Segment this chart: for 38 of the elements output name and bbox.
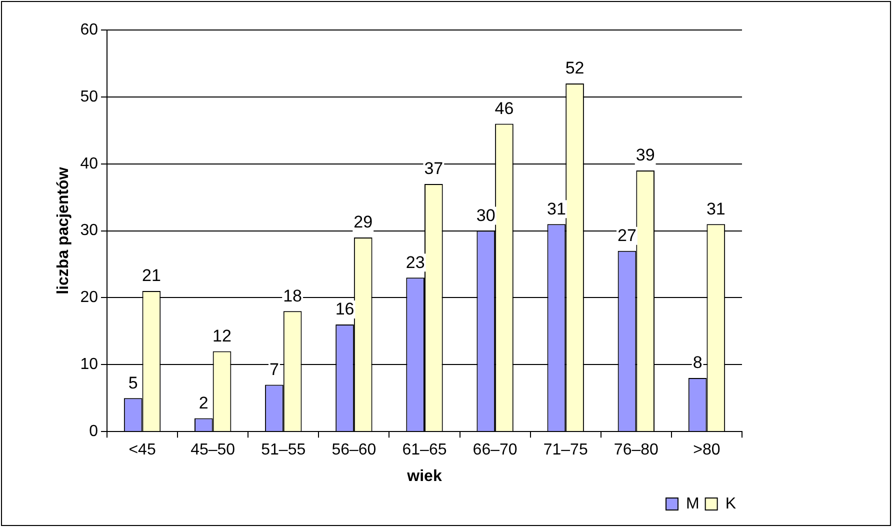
x-axis-title: wiek — [406, 468, 442, 485]
data-label: 31 — [546, 199, 566, 218]
data-label: 23 — [406, 252, 425, 272]
legend-label: M — [686, 495, 700, 512]
data-label: 7 — [269, 360, 279, 379]
data-label: 46 — [494, 98, 514, 118]
legend-label: K — [725, 495, 736, 512]
x-tick-label: 71–75 — [543, 442, 588, 459]
data-label: 27 — [618, 226, 636, 246]
data-label: 18 — [283, 286, 302, 306]
y-tick-label: 60 — [80, 21, 98, 38]
x-tick-label: 51–55 — [261, 442, 306, 459]
y-axis-title: liczba pacjentów — [55, 166, 72, 294]
x-tick-label: <45 — [128, 442, 156, 459]
data-label: 2 — [198, 393, 208, 412]
y-tick-label: 0 — [89, 423, 98, 440]
data-label: 16 — [335, 300, 354, 319]
data-label: 8 — [692, 353, 702, 372]
y-tick-label: 50 — [80, 88, 98, 106]
y-tick-label: 40 — [80, 155, 98, 172]
data-label: 37 — [424, 159, 444, 178]
data-label: 39 — [636, 146, 655, 165]
x-tick-label: >80 — [693, 442, 720, 459]
data-label: 30 — [476, 206, 496, 225]
data-label: 12 — [212, 326, 232, 346]
data-label: 31 — [706, 199, 726, 218]
data-label: 29 — [354, 212, 373, 232]
y-tick-label: 30 — [80, 222, 98, 240]
y-tick-label: 20 — [80, 289, 98, 306]
data-label: 21 — [142, 266, 161, 286]
data-label: 5 — [128, 373, 138, 392]
y-tick-label: 10 — [80, 356, 98, 374]
x-tick-label: 61–65 — [402, 442, 447, 459]
data-label: 52 — [565, 58, 584, 78]
x-tick-label: 66–70 — [472, 442, 518, 459]
x-tick-label: 76–80 — [614, 442, 659, 459]
x-tick-label: 56–60 — [332, 442, 376, 459]
x-tick-label: 45–50 — [190, 442, 236, 459]
